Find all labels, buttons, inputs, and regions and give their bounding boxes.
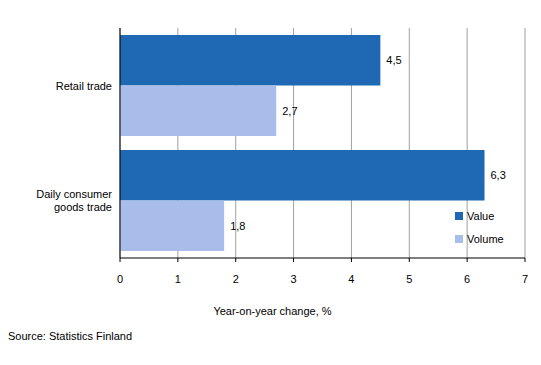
tick-mark bbox=[120, 258, 121, 262]
x-axis-line bbox=[120, 258, 525, 259]
tick-label: 6 bbox=[464, 273, 470, 285]
grid-line bbox=[409, 28, 410, 258]
bar bbox=[120, 86, 276, 137]
data-label: 1,8 bbox=[230, 220, 245, 232]
tick-mark bbox=[409, 258, 410, 262]
bar bbox=[120, 35, 380, 86]
tick-mark bbox=[293, 258, 294, 262]
legend-label: Volume bbox=[467, 233, 504, 245]
data-label: 2,7 bbox=[282, 105, 297, 117]
grid-line bbox=[525, 28, 526, 258]
legend-label: Value bbox=[467, 210, 494, 222]
tick-mark bbox=[525, 258, 526, 262]
tick-label: 2 bbox=[233, 273, 239, 285]
tick-mark bbox=[235, 258, 236, 262]
bars bbox=[120, 35, 485, 251]
data-label: 4,5 bbox=[386, 54, 401, 66]
tick-label: 7 bbox=[522, 273, 528, 285]
category-label: Retail trade bbox=[56, 80, 112, 92]
legend-swatch bbox=[455, 212, 463, 220]
category-label: Daily consumergoods trade bbox=[36, 188, 112, 213]
grid-line bbox=[467, 28, 468, 258]
y-axis-line bbox=[120, 28, 121, 258]
tick-label: 4 bbox=[348, 273, 354, 285]
bar bbox=[120, 150, 485, 201]
tick-label: 5 bbox=[406, 273, 412, 285]
legend-swatch bbox=[455, 235, 463, 243]
tick-label: 3 bbox=[291, 273, 297, 285]
tick-mark bbox=[467, 258, 468, 262]
x-axis-label: Year-on-year change, % bbox=[213, 305, 331, 317]
tick-mark bbox=[351, 258, 352, 262]
bar bbox=[120, 201, 224, 252]
tick-label: 0 bbox=[117, 273, 123, 285]
grid-line bbox=[120, 28, 121, 258]
source: Source: Statistics Finland bbox=[8, 330, 132, 342]
data-label: 6,3 bbox=[491, 169, 506, 181]
tick-label: 1 bbox=[175, 273, 181, 285]
tick-mark bbox=[177, 258, 178, 262]
